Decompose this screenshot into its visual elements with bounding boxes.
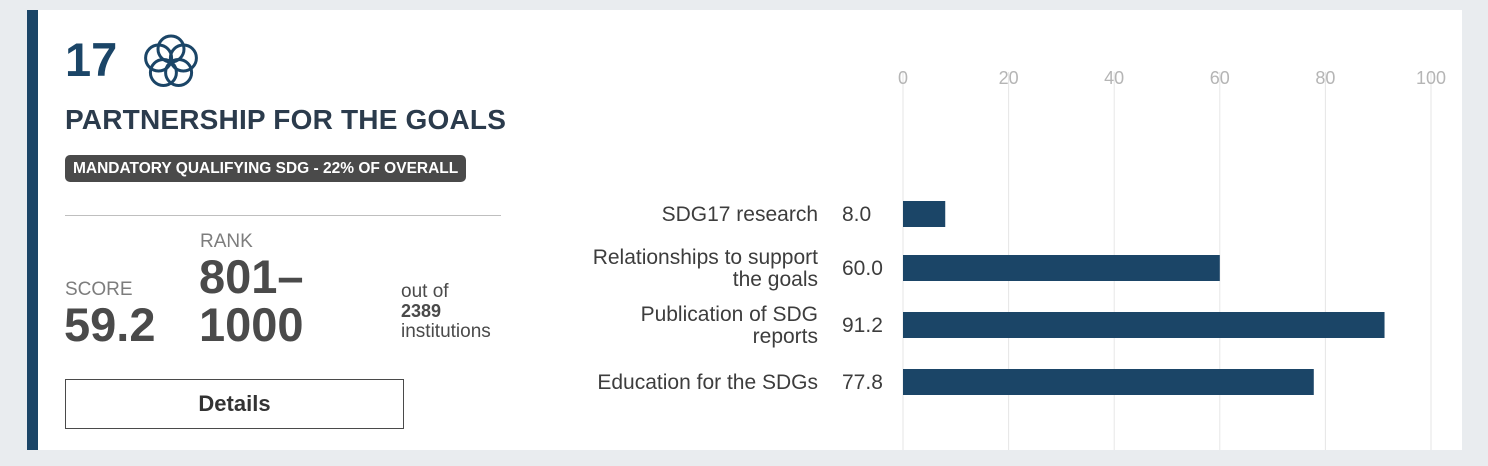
category-label: Publication of SDG reports <box>641 303 818 348</box>
category-label-line: SDG17 research <box>662 203 818 226</box>
institutions-label: institutions <box>401 321 491 342</box>
category-label-line: Publication of SDG <box>641 303 818 326</box>
category-label-line: Relationships to support <box>593 246 818 269</box>
total-institutions: 2389 <box>401 301 442 321</box>
bar <box>903 255 1220 281</box>
x-tick-label: 20 <box>999 68 1019 88</box>
category-label: Relationships to support the goals <box>593 246 818 291</box>
score-value: 59.2 <box>64 298 156 351</box>
accent-bar <box>27 10 38 450</box>
x-tick-label: 40 <box>1104 68 1124 88</box>
x-tick-label: 0 <box>898 68 908 88</box>
sdg-number: 17 <box>65 33 118 86</box>
value-label: 91.2 <box>842 314 883 337</box>
score-label: SCORE <box>65 279 133 300</box>
rank-label: RANK <box>200 231 253 252</box>
x-tick-label: 80 <box>1315 68 1335 88</box>
value-label: 60.0 <box>842 257 883 280</box>
category-label-line: Education for the SDGs <box>597 371 818 394</box>
bar <box>903 201 946 227</box>
out-of-label: out of <box>401 281 449 302</box>
sdg17-interlocking-circles-icon <box>144 34 198 87</box>
bar <box>903 369 1314 395</box>
x-tick-label: 100 <box>1416 68 1446 88</box>
bar <box>903 312 1385 338</box>
divider <box>65 215 501 216</box>
category-label-line: the goals <box>733 268 818 291</box>
value-label: 77.8 <box>842 371 883 394</box>
category-label: Education for the SDGs <box>597 371 818 394</box>
mandatory-badge: MANDATORY QUALIFYING SDG - 22% OF OVERAL… <box>65 155 467 182</box>
details-button[interactable]: Details <box>65 379 404 429</box>
x-tick-label: 60 <box>1210 68 1230 88</box>
sdg-card: 17 PARTNERSHIP FOR THE GOALS MANDATORY Q… <box>27 10 1462 450</box>
rank-value-line2: 1000 <box>199 298 304 351</box>
category-label: SDG17 research <box>662 203 818 226</box>
value-label: 8.0 <box>842 203 871 226</box>
rank-value-line1: 801– <box>199 250 304 303</box>
indicator-bar-chart: 0 20 40 60 80 100 8.0 SDG17 research 60.0 Relatio… <box>593 68 1446 450</box>
category-label-line: reports <box>753 325 818 348</box>
goal-title: PARTNERSHIP FOR THE GOALS <box>65 104 507 135</box>
